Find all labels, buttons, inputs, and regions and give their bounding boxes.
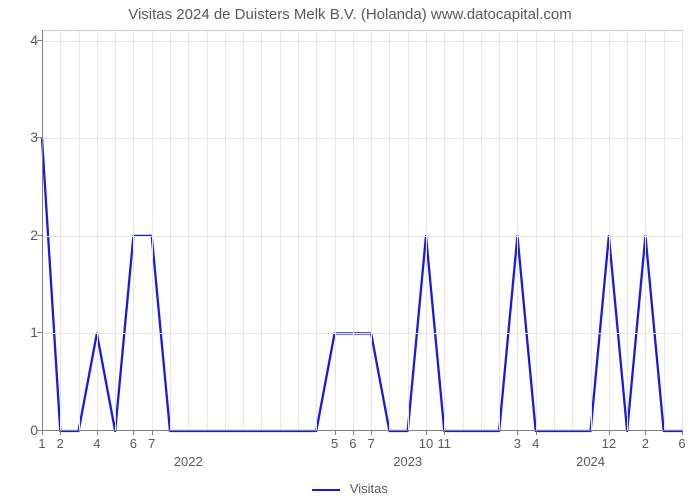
ytick-label: 2 [8, 227, 38, 243]
xtick-mark [133, 430, 134, 435]
y-axis [42, 30, 43, 430]
xtick-mark [353, 430, 354, 435]
vgrid [517, 31, 518, 431]
xtick-label: 2 [57, 436, 64, 451]
x-axis [42, 430, 682, 431]
ytick-label: 3 [8, 129, 38, 145]
vgrid [572, 31, 573, 431]
xtick-label: 4 [532, 436, 539, 451]
xtick-mark [682, 430, 683, 435]
vgrid [207, 31, 208, 431]
chart-title: Visitas 2024 de Duisters Melk B.V. (Hola… [0, 6, 700, 23]
vgrid [609, 31, 610, 431]
xtick-mark [536, 430, 537, 435]
ytick-label: 4 [8, 32, 38, 48]
xtick-mark [42, 430, 43, 435]
vgrid [371, 31, 372, 431]
ytick-mark [37, 40, 42, 41]
xtick-label: 7 [368, 436, 375, 451]
xtick-label: 4 [93, 436, 100, 451]
visitas-line [42, 138, 682, 431]
xtick-year: 2023 [393, 454, 422, 469]
xtick-mark [609, 430, 610, 435]
xtick-mark [152, 430, 153, 435]
xtick-mark [371, 430, 372, 435]
vgrid [97, 31, 98, 431]
ytick-mark [37, 235, 42, 236]
ytick-mark [37, 137, 42, 138]
xtick-label: 3 [514, 436, 521, 451]
vgrid [79, 31, 80, 431]
vgrid [499, 31, 500, 431]
vgrid [645, 31, 646, 431]
xtick-label: 12 [602, 436, 616, 451]
line-series [42, 31, 682, 431]
vgrid [664, 31, 665, 431]
vgrid [444, 31, 445, 431]
xtick-mark [335, 430, 336, 435]
vgrid [225, 31, 226, 431]
xtick-label: 5 [331, 436, 338, 451]
xtick-mark [426, 430, 427, 435]
vgrid [243, 31, 244, 431]
xtick-label: 6 [130, 436, 137, 451]
vgrid [627, 31, 628, 431]
xtick-mark [97, 430, 98, 435]
vgrid [408, 31, 409, 431]
vgrid [170, 31, 171, 431]
xtick-mark [517, 430, 518, 435]
ytick-label: 1 [8, 324, 38, 340]
xtick-label: 10 [419, 436, 433, 451]
xtick-label: 6 [349, 436, 356, 451]
vgrid [335, 31, 336, 431]
hgrid [42, 41, 682, 42]
vgrid [60, 31, 61, 431]
vgrid [133, 31, 134, 431]
vgrid [115, 31, 116, 431]
vgrid [591, 31, 592, 431]
xtick-mark [60, 430, 61, 435]
xtick-label: 2 [642, 436, 649, 451]
vgrid [316, 31, 317, 431]
xtick-label: 6 [678, 436, 685, 451]
vgrid [353, 31, 354, 431]
ytick-label: 0 [8, 422, 38, 438]
vgrid [298, 31, 299, 431]
plot-area [42, 30, 683, 431]
hgrid [42, 138, 682, 139]
vgrid [481, 31, 482, 431]
vgrid [463, 31, 464, 431]
chart-container: Visitas 2024 de Duisters Melk B.V. (Hola… [0, 0, 700, 500]
xtick-label: 7 [148, 436, 155, 451]
xtick-year: 2024 [576, 454, 605, 469]
legend-swatch [312, 489, 340, 491]
xtick-mark [645, 430, 646, 435]
vgrid [188, 31, 189, 431]
xtick-year: 2022 [174, 454, 203, 469]
xtick-label: 11 [438, 436, 452, 451]
vgrid [426, 31, 427, 431]
hgrid [42, 333, 682, 334]
xtick-label: 1 [38, 436, 45, 451]
hgrid [42, 236, 682, 237]
vgrid [536, 31, 537, 431]
xtick-mark [444, 430, 445, 435]
vgrid [280, 31, 281, 431]
legend: Visitas [0, 481, 700, 496]
vgrid [389, 31, 390, 431]
legend-label: Visitas [350, 481, 388, 496]
ytick-mark [37, 332, 42, 333]
vgrid [152, 31, 153, 431]
vgrid [554, 31, 555, 431]
vgrid [261, 31, 262, 431]
vgrid [682, 31, 683, 431]
